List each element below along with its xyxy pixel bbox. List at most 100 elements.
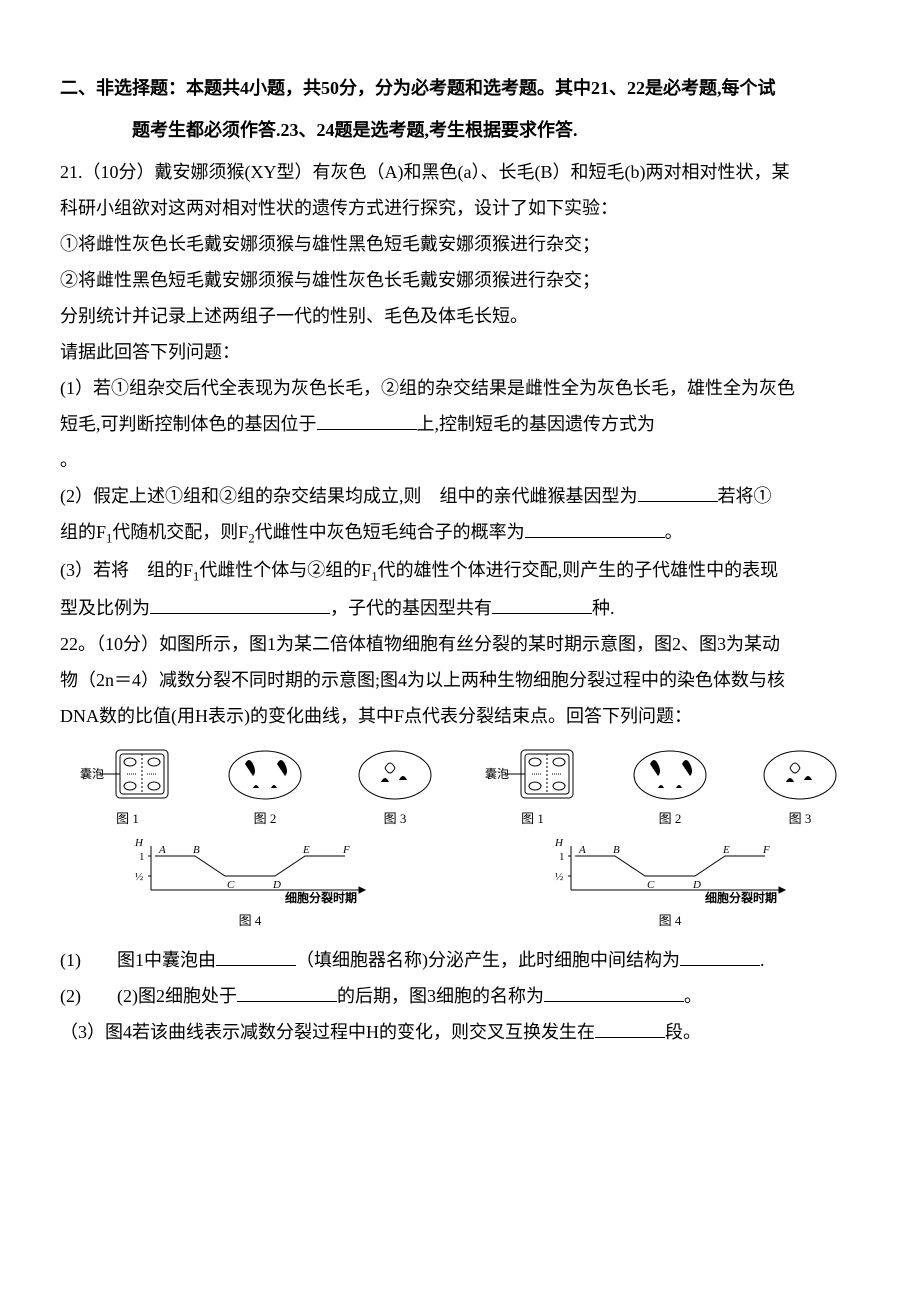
tick-1b: 1 (559, 851, 565, 863)
q21-p1-c: 。 (60, 442, 860, 478)
q22-p3-after: 段。 (665, 1022, 701, 1042)
pt-A: A (158, 844, 166, 856)
fig4b-caption: 图 4 (659, 908, 682, 934)
blank (638, 484, 718, 502)
q21-p3-b-after: 种. (592, 598, 615, 618)
q21-p3-a: (3）若将 组的F1代雌性个体与②组的F1代的雄性个体进行交配,则产生的子代雄性… (60, 552, 860, 590)
blank (525, 520, 665, 538)
blank (492, 596, 592, 614)
axis-H: H (134, 837, 144, 849)
blank (544, 984, 684, 1002)
fig4b-svg: H 1 ½ A B C D E F 细胞分裂时期 (535, 836, 805, 906)
q21-p2-after1: 若将① (718, 486, 772, 506)
q21-p3-after1: 代的雄性个体进行交配,则产生的子代雄性中的表现 (378, 560, 779, 580)
fig4b: H 1 ½ A B C D E F 细胞分裂时期 图 4 (535, 836, 805, 934)
q22-p2: (2) (2)图2细胞处于 的后期，图3细胞的名称为 。 (60, 978, 860, 1014)
q21-intro-1: 21.（10分）戴安娜须猴(XY型）有灰色（A)和黑色(a）、长毛(B）和短毛(… (60, 154, 860, 190)
blank (150, 596, 330, 614)
fig3-svg (355, 746, 435, 804)
pt-Cb: C (647, 879, 655, 891)
fig1b-caption: 图 1 (521, 806, 544, 832)
q21-p2-mid2: 代随机交配，则F (112, 522, 248, 542)
q21-p3-b-mid: ，子代的基因型共有 (330, 598, 492, 618)
q21-p2-before1: (2）假定上述①组和②组的杂交结果均成立,则 组中的亲代雌猴基因型为 (60, 486, 638, 506)
q21-p2-before2: 组的F (60, 522, 106, 542)
pt-Fb: F (762, 844, 770, 856)
fig2b-svg (630, 746, 710, 804)
fig3b: 图 3 (760, 746, 840, 832)
fig1-caption: 图 1 (116, 806, 139, 832)
q22-p1-mid: （填细胞器名称)分泌产生，此时细胞中间结构为 (296, 950, 680, 970)
pt-E: E (302, 844, 310, 856)
q21-p1-b: 短毛,可判断控制体色的基因位于 上,控制短毛的基因遗传方式为 (60, 406, 860, 442)
q21-p1-a: (1）若①组杂交后代全表现为灰色长毛，②组的杂交结果是雌性全为灰色长毛，雄性全为… (60, 370, 860, 406)
q21-p2-b: 组的F1代随机交配，则F2代雌性中灰色短毛纯合子的概率为。 (60, 514, 860, 552)
fig1-svg: 囊泡 (80, 746, 175, 804)
blank (595, 1020, 665, 1038)
fig2-caption: 图 2 (254, 806, 277, 832)
q22-p2-before: (2) (2)图2细胞处于 (60, 986, 237, 1006)
blank (317, 412, 417, 430)
pt-Ab: A (578, 844, 586, 856)
q21-p2-end: 。 (665, 522, 683, 542)
q21-prompt: 请据此回答下列问题： (60, 334, 860, 370)
q22-p1-before: (1) 图1中囊泡由 (60, 950, 216, 970)
q21-p3-mid1: 代雌性个体与②组的F (199, 560, 371, 580)
q22-p1: (1) 图1中囊泡由 （填细胞器名称)分泌产生，此时细胞中间结构为. (60, 942, 860, 978)
q21-p1-b-before: 短毛,可判断控制体色的基因位于 (60, 414, 317, 434)
blank (680, 948, 760, 966)
fig1b-svg: 囊泡 (485, 746, 580, 804)
fig3b-caption: 图 3 (789, 806, 812, 832)
q21-p1-b-after: 上,控制短毛的基因遗传方式为 (417, 414, 656, 434)
q22-p2-mid: 的后期，图3细胞的名称为 (337, 986, 544, 1006)
section-header-line1: 二、非选择题：本题共4小题，共50分，分为必考题和选考题。其中21、22是必考题… (60, 70, 860, 106)
q22-p2-after: 。 (684, 986, 702, 1006)
q21-p3-before: (3）若将 组的F (60, 560, 193, 580)
fig3-caption: 图 3 (384, 806, 407, 832)
q22-p1-after: . (760, 950, 765, 970)
axis-H-b: H (554, 837, 564, 849)
tick-half-b: ½ (555, 871, 563, 883)
q21-step3: 分别统计并记录上述两组子一代的性别、毛色及体毛长短。 (60, 298, 860, 334)
fig2b-caption: 图 2 (659, 806, 682, 832)
tick-1: 1 (139, 851, 145, 863)
fig4-caption: 图 4 (239, 908, 262, 934)
fig2: 图 2 (225, 746, 305, 832)
vesicle-label-b: 囊泡 (485, 766, 509, 781)
q22-intro-3: DNA数的比值(用H表示)的变化曲线，其中F点代表分裂结束点。回答下列问题： (60, 698, 860, 734)
pt-Db: D (692, 879, 701, 891)
blank (237, 984, 337, 1002)
q22-p3-before: （3）图4若该曲线表示减数分裂过程中H的变化，则交叉互换发生在 (60, 1022, 595, 1042)
figure-row-cells: 囊泡 图 1 图 2 图 3 (60, 746, 860, 832)
q22-intro-2: 物（2n＝4）减数分裂不同时期的示意图;图4为以上两种生物细胞分裂过程中的染色体… (60, 662, 860, 698)
fig2b: 图 2 (630, 746, 710, 832)
pt-B: B (193, 844, 200, 856)
axis-row: H 1 ½ A B C D E F 细胞分裂时期 图 4 H 1 ½ (60, 836, 860, 934)
fig1b: 囊泡 图 1 (485, 746, 580, 832)
q21-intro-2: 科研小组欲对这两对相对性状的遗传方式进行探究，设计了如下实验： (60, 190, 860, 226)
xlabel: 细胞分裂时期 (285, 890, 357, 905)
pt-C: C (227, 879, 235, 891)
q21-p3-b: 型及比例为 ，子代的基因型共有 种. (60, 590, 860, 626)
pt-D: D (272, 879, 281, 891)
xlabel-b: 细胞分裂时期 (705, 890, 777, 905)
fig2-svg (225, 746, 305, 804)
blank (216, 948, 296, 966)
q21-p2-a: (2）假定上述①组和②组的杂交结果均成立,则 组中的亲代雌猴基因型为 若将① (60, 478, 860, 514)
fig3b-svg (760, 746, 840, 804)
vesicle-label: 囊泡 (80, 766, 104, 781)
fig3: 图 3 (355, 746, 435, 832)
tick-half: ½ (135, 871, 143, 883)
q21-step2: ②将雌性黑色短毛戴安娜须猴与雄性灰色长毛戴安娜须猴进行杂交； (60, 262, 860, 298)
pt-Eb: E (722, 844, 730, 856)
fig4: H 1 ½ A B C D E F 细胞分裂时期 图 4 (115, 836, 385, 934)
section-header-line2: 题考生都必须作答.23、24题是选考题,考生根据要求作答. (60, 112, 860, 148)
pt-F: F (342, 844, 350, 856)
q21-p3-b-before: 型及比例为 (60, 598, 150, 618)
fig1: 囊泡 图 1 (80, 746, 175, 832)
pt-Bb: B (613, 844, 620, 856)
q21-p2-after2: 代雌性中灰色短毛纯合子的概率为 (255, 522, 525, 542)
q22-intro-1: 22。（10分）如图所示，图1为某二倍体植物细胞有丝分裂的某时期示意图，图2、图… (60, 626, 860, 662)
fig4-svg: H 1 ½ A B C D E F 细胞分裂时期 (115, 836, 385, 906)
q22-p3: （3）图4若该曲线表示减数分裂过程中H的变化，则交叉互换发生在 段。 (60, 1014, 860, 1050)
